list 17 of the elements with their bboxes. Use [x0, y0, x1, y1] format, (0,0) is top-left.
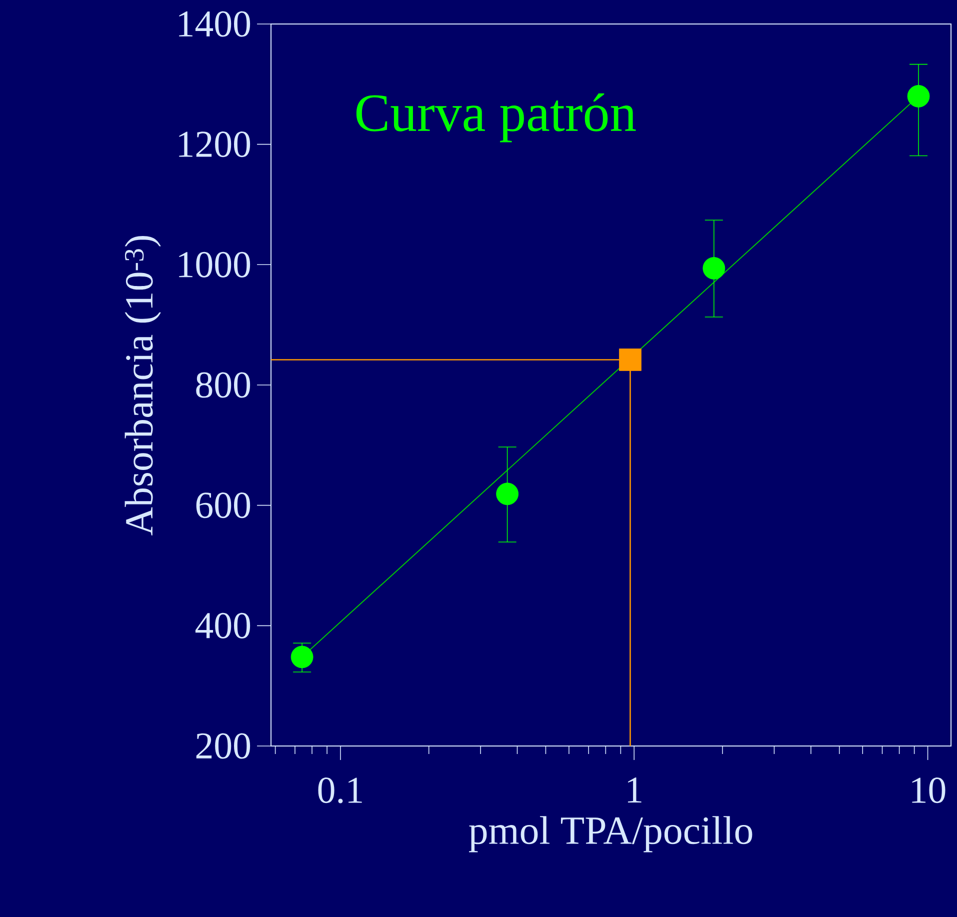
- y-tick-label: 400: [195, 612, 250, 638]
- x-tick-label: 1: [628, 778, 642, 803]
- y-tick-label: 1400: [179, 11, 250, 37]
- x-tick-label: 0.1: [318, 778, 362, 804]
- y-axis-title: Absorbancia (10$^{-3}$): [124, 236, 161, 536]
- y-tick-label: 1200: [179, 132, 250, 158]
- point: [496, 482, 519, 506]
- text: Curva patrón: [356, 93, 636, 142]
- x-axis-title: pmol TPA/pocillo: [469, 816, 752, 852]
- point: [907, 84, 930, 108]
- y-tick-label: 1000: [179, 252, 250, 278]
- point: [702, 257, 726, 280]
- y-tick-label: 800: [196, 372, 250, 398]
- y-tick-label: 200: [196, 733, 250, 759]
- y-tick-label: 600: [196, 492, 250, 518]
- point: [290, 646, 314, 668]
- x-tick-label: 10: [912, 778, 946, 804]
